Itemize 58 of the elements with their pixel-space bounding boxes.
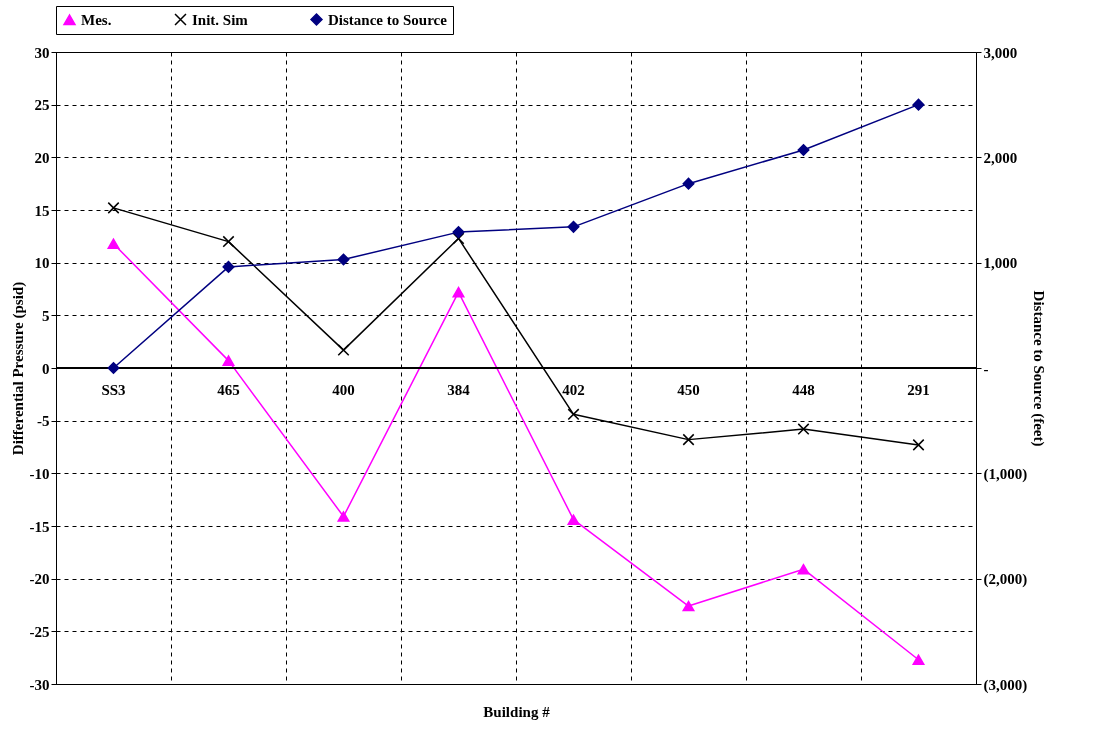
point — [912, 654, 925, 666]
point — [452, 226, 465, 239]
point — [222, 355, 235, 366]
point — [452, 232, 465, 245]
y-tick-label: 5 — [42, 307, 50, 324]
y-tick-label: 10 — [34, 255, 50, 272]
point — [337, 511, 350, 522]
point — [912, 438, 925, 451]
x-tick-label: SS3 — [101, 382, 126, 398]
point — [222, 235, 235, 248]
y-tick-label: 0 — [42, 360, 50, 377]
point — [567, 514, 580, 525]
point — [682, 177, 695, 190]
y-axis-title: Differential Pressure (psid) — [9, 281, 27, 456]
point — [107, 362, 120, 374]
x-tick-label: 291 — [907, 382, 930, 398]
point — [337, 253, 350, 266]
point — [567, 408, 580, 421]
y2-tick-label: (1,000) — [983, 465, 1028, 483]
point — [797, 563, 810, 575]
x-tick-label: 400 — [332, 382, 355, 398]
y2-tick-label: 3,000 — [983, 44, 1018, 61]
legend-label: Distance to Source — [328, 11, 448, 28]
y2-tick-label: 2,000 — [983, 149, 1018, 166]
y2-tick-label: (3,000) — [983, 676, 1028, 694]
y-tick-label: -15 — [29, 518, 50, 535]
point — [222, 260, 235, 273]
y-tick-label: -10 — [29, 465, 50, 482]
y-tick-label: 20 — [34, 149, 50, 166]
y-tick-label: -20 — [29, 571, 50, 588]
x-tick-label: 450 — [677, 382, 700, 398]
y2-tick-label: (2,000) — [983, 571, 1028, 589]
y-tick-label: 30 — [34, 44, 50, 61]
legend-label: Init. Sim — [192, 11, 249, 28]
y2-tick-label: 1,000 — [983, 255, 1018, 272]
x-tick-label: 402 — [562, 382, 585, 398]
point — [107, 201, 120, 214]
point — [107, 238, 120, 249]
y-tick-label: 15 — [34, 202, 50, 219]
y-tick-label: -25 — [29, 623, 50, 640]
point — [797, 423, 810, 436]
y-tick-label: 25 — [34, 97, 50, 114]
point — [912, 98, 925, 111]
y2-tick-label: - — [983, 360, 989, 377]
y-tick-label: -5 — [37, 413, 50, 430]
point — [682, 433, 695, 446]
point — [337, 344, 350, 357]
x-axis-title: Building # — [483, 703, 551, 720]
y2-axis-title: Distance to Source (feet) — [1030, 290, 1048, 447]
x-tick-label: 448 — [792, 382, 815, 398]
y-tick-label: -30 — [29, 676, 50, 693]
point — [567, 220, 580, 233]
x-tick-label: 384 — [447, 382, 471, 398]
point — [452, 286, 465, 298]
x-tick-label: 465 — [217, 382, 240, 398]
legend-label: Mes. — [81, 11, 112, 28]
point — [682, 600, 695, 612]
point — [797, 143, 810, 156]
